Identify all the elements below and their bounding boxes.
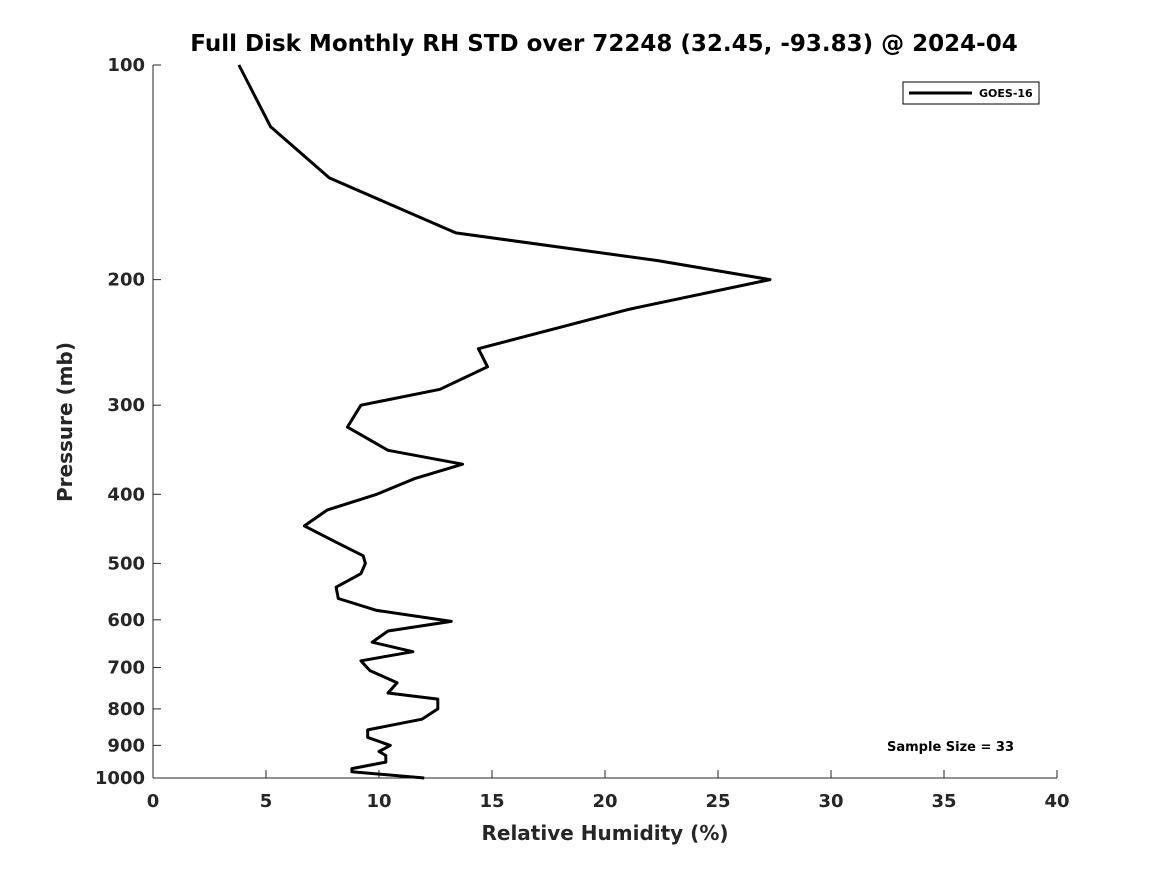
x-tick-label: 5 (260, 791, 273, 812)
y-tick-label: 600 (107, 610, 145, 631)
sample-size-annotation: Sample Size = 33 (887, 740, 1014, 755)
plot-area (153, 65, 1057, 778)
x-axis-label: Relative Humidity (%) (481, 821, 728, 845)
series-line-goes-16 (237, 64, 772, 780)
legend: GOES-16 (902, 81, 1040, 105)
x-tick-label: 0 (147, 791, 160, 812)
y-tick-label: 500 (107, 553, 145, 574)
y-tick-label: 400 (107, 484, 145, 505)
y-tick-label: 800 (107, 699, 145, 720)
x-tick-label: 20 (592, 791, 617, 812)
x-tick-label: 35 (931, 791, 956, 812)
x-tick-label: 30 (818, 791, 843, 812)
x-axis-ticks: 0 5 10 15 20 25 30 35 40 (147, 770, 1070, 812)
y-tick-label: 1000 (95, 768, 145, 789)
y-tick-label: 100 (107, 55, 145, 76)
x-tick-label: 10 (366, 791, 391, 812)
y-axis-ticks: 100 200 300 400 500 600 700 800 900 1000 (95, 55, 161, 789)
chart-title: Full Disk Monthly RH STD over 72248 (32.… (190, 31, 1017, 57)
x-tick-label: 15 (479, 791, 504, 812)
y-axis-label: Pressure (mb) (53, 342, 77, 502)
x-tick-label: 25 (705, 791, 730, 812)
legend-label-goes-16: GOES-16 (979, 87, 1033, 100)
y-tick-label: 300 (107, 395, 145, 416)
y-tick-label: 900 (107, 735, 145, 756)
y-tick-label: 200 (107, 270, 145, 291)
x-tick-label: 40 (1044, 791, 1069, 812)
y-tick-label: 700 (107, 658, 145, 679)
